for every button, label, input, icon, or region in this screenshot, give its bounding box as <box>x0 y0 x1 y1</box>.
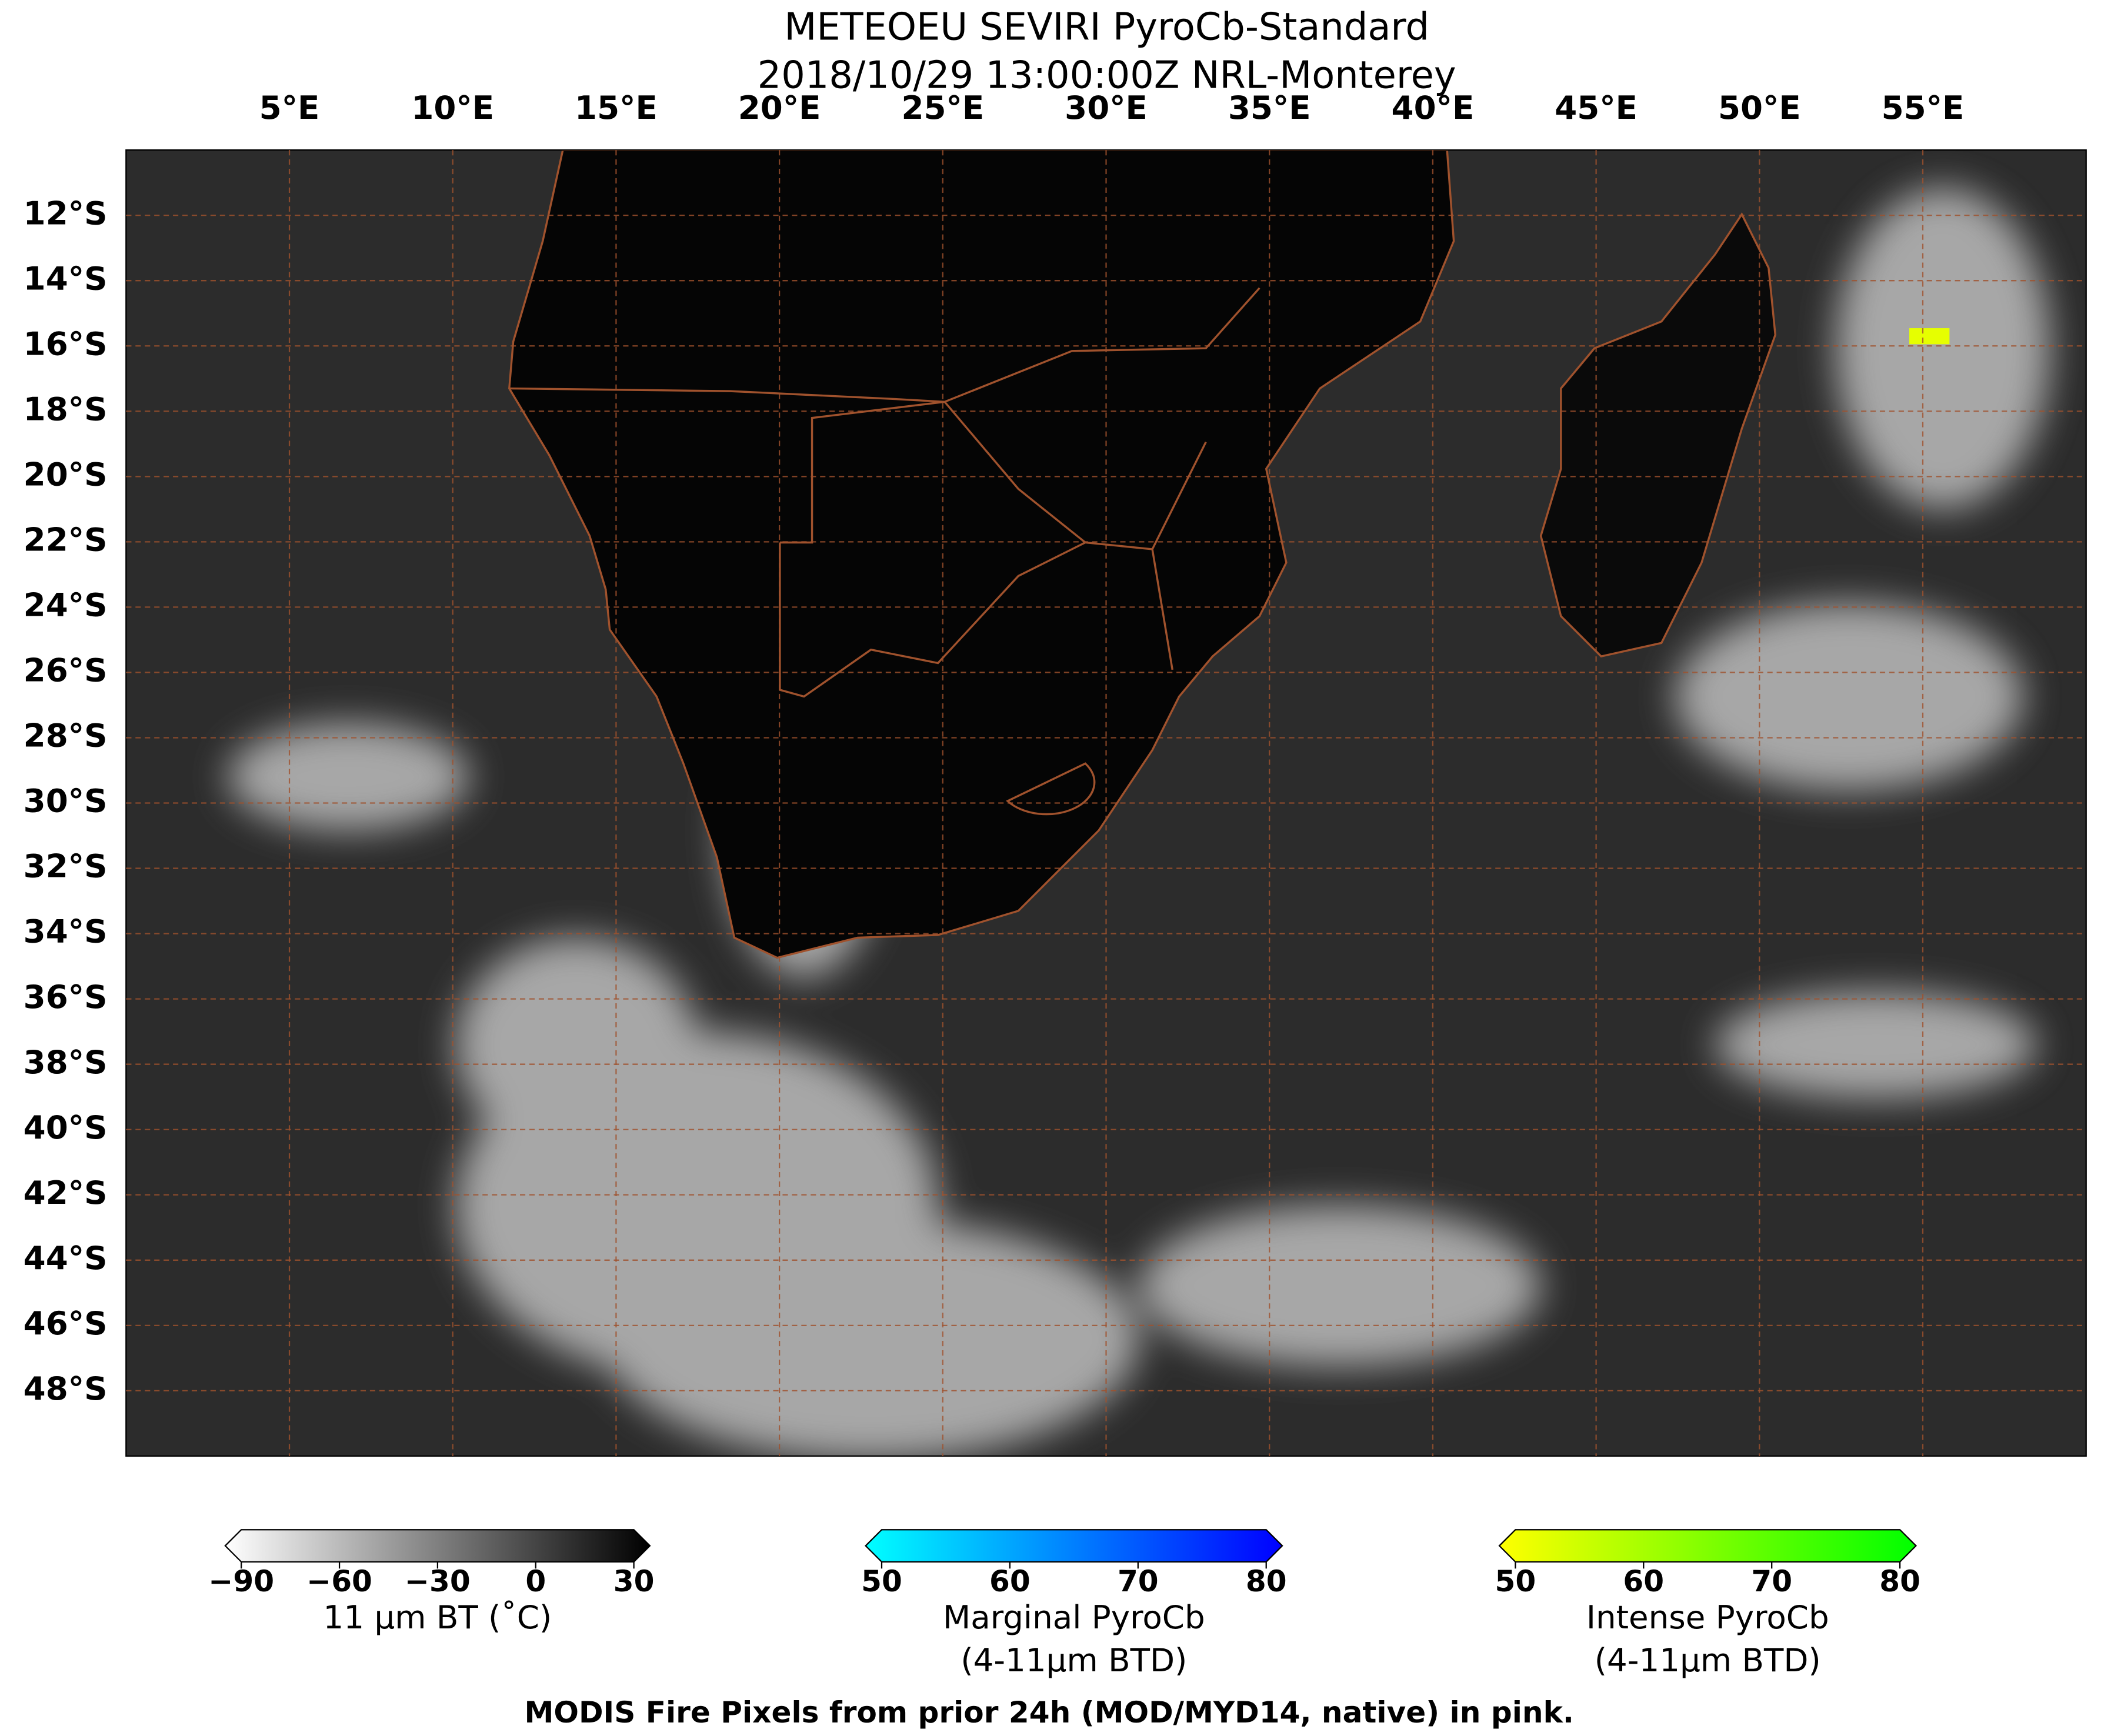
intense-pyrocb-pixels <box>1909 328 1950 345</box>
lon-label: 20°E <box>738 89 821 126</box>
lon-label: 25°E <box>901 89 984 126</box>
colorbar-tick-label: 50 <box>1495 1564 1536 1598</box>
lat-label: 28°S <box>24 717 108 755</box>
colorbar-label: Intense PyroCb <box>1586 1598 1829 1636</box>
lat-label: 30°S <box>24 782 108 820</box>
lat-label: 46°S <box>24 1304 108 1342</box>
lat-label: 38°S <box>24 1043 108 1081</box>
colorbar <box>865 1529 1283 1563</box>
lon-label: 35°E <box>1228 89 1311 126</box>
colorbar-tick-label: 50 <box>861 1564 902 1598</box>
colorbar-label: (4-11µm BTD) <box>961 1641 1187 1679</box>
colorbar <box>224 1529 651 1563</box>
lat-label: 32°S <box>24 847 108 885</box>
lon-label: 30°E <box>1065 89 1148 126</box>
colorbar-label: (4-11µm BTD) <box>1595 1641 1821 1679</box>
lon-label: 5°E <box>259 89 320 126</box>
lon-label: 15°E <box>575 89 658 126</box>
colorbar-tick-label: 80 <box>1879 1564 1920 1598</box>
colorbar-tick-label: 30 <box>613 1564 655 1598</box>
lat-label: 14°S <box>24 259 108 297</box>
title: METEOEU SEVIRI PyroCb-Standard <box>784 6 1429 49</box>
lat-label: 36°S <box>24 978 108 1016</box>
colorbar-label: 11 µm BT (˚C) <box>324 1598 552 1636</box>
subtitle: 2018/10/29 13:00:00Z NRL-Monterey <box>758 54 1456 98</box>
lat-label: 40°S <box>24 1109 108 1146</box>
lon-label: 45°E <box>1555 89 1638 126</box>
lon-label: 10°E <box>411 89 494 126</box>
colorbar-tick-label: −60 <box>306 1564 372 1598</box>
lat-label: 34°S <box>24 913 108 950</box>
lat-label: 18°S <box>24 390 108 428</box>
lat-label: 16°S <box>24 325 108 362</box>
lat-label: 42°S <box>24 1174 108 1211</box>
colorbar-tick-label: 80 <box>1246 1564 1287 1598</box>
colorbar-label: Marginal PyroCb <box>943 1598 1205 1636</box>
footer: MODIS Fire Pixels from prior 24h (MOD/MY… <box>525 1695 1574 1730</box>
lat-label: 48°S <box>24 1370 108 1407</box>
madagascar-coast <box>1539 212 1777 657</box>
colorbar-tick-label: 60 <box>1623 1564 1664 1598</box>
africa-coast <box>508 150 1455 959</box>
lat-label: 24°S <box>24 586 108 624</box>
colorbar-tick-label: 70 <box>1118 1564 1159 1598</box>
colorbar-tick-label: 0 <box>525 1564 546 1598</box>
colorbar-tick-label: −30 <box>405 1564 471 1598</box>
lat-label: 44°S <box>24 1239 108 1277</box>
lat-label: 26°S <box>24 652 108 689</box>
lon-label: 40°E <box>1392 89 1475 126</box>
colorbar <box>1498 1529 1917 1563</box>
borders <box>509 287 1260 816</box>
colorbar-tick-label: 60 <box>989 1564 1031 1598</box>
lon-label: 55°E <box>1882 89 1965 126</box>
lon-label: 50°E <box>1718 89 1801 126</box>
colorbar-tick-label: −90 <box>208 1564 274 1598</box>
lat-label: 20°S <box>24 455 108 493</box>
lat-label: 22°S <box>24 520 108 558</box>
colorbar-tick-label: 70 <box>1751 1564 1792 1598</box>
lat-label: 12°S <box>24 194 108 232</box>
